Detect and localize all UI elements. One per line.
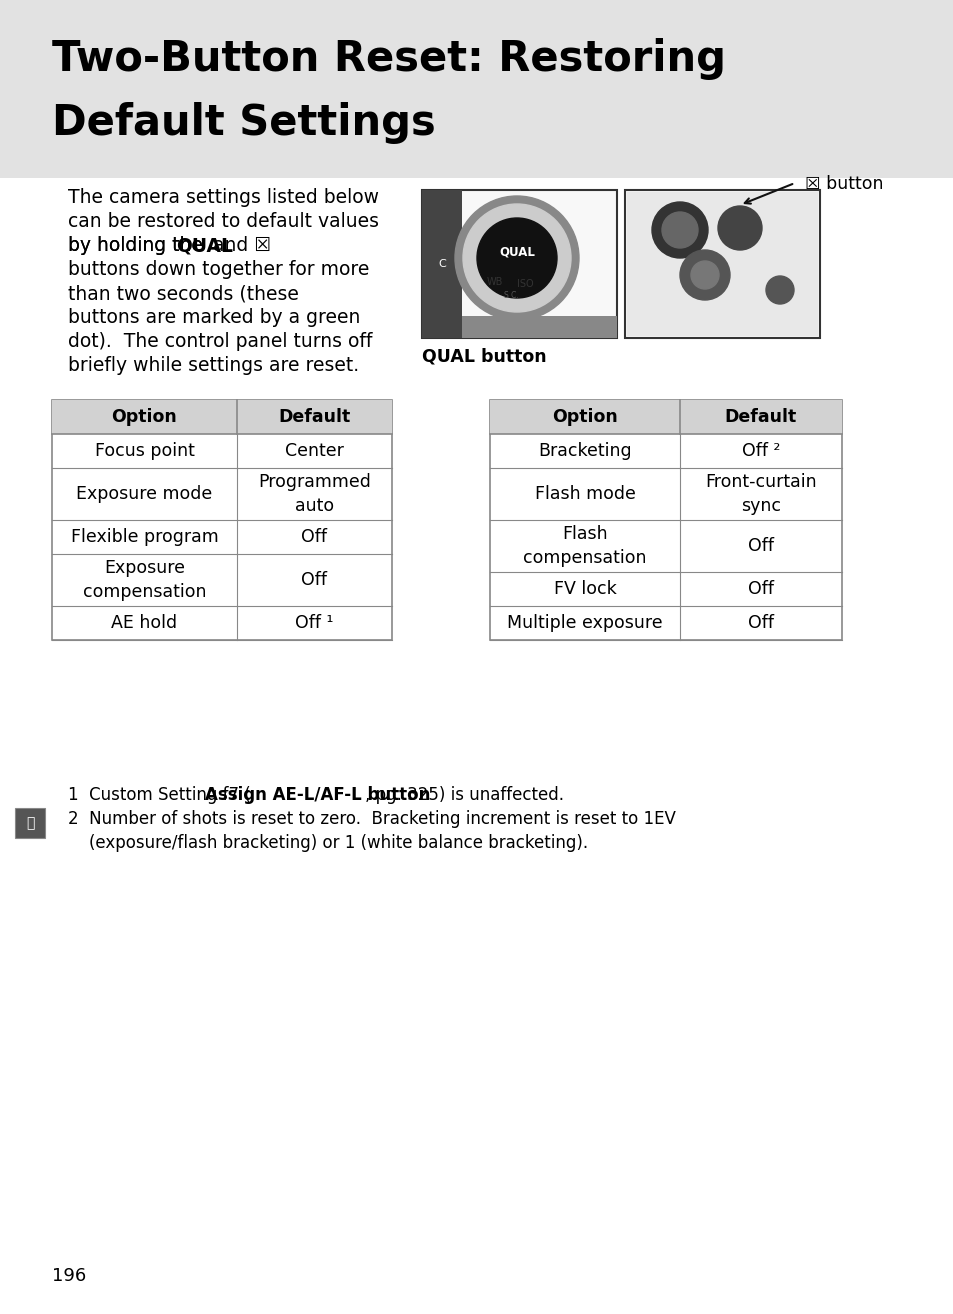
Text: Default Settings: Default Settings [52, 102, 436, 145]
Bar [490, 399, 841, 434]
Circle shape [651, 202, 707, 258]
Text: QUAL: QUAL [176, 237, 233, 255]
Text: Front-curtain
sync: Front-curtain sync [704, 473, 816, 515]
Text: Multiple exposure: Multiple exposure [507, 614, 662, 632]
Bar [461, 315, 617, 338]
Text: 📷: 📷 [26, 816, 34, 830]
Bar [421, 191, 461, 338]
Text: QUAL: QUAL [498, 246, 535, 259]
Text: Off: Off [747, 579, 773, 598]
Text: Off: Off [301, 572, 327, 589]
Text: Option: Option [112, 409, 177, 426]
Bar [0, 0, 953, 177]
Text: Focus point: Focus point [94, 442, 194, 460]
Bar [626, 192, 817, 336]
Text: ☒ button: ☒ button [804, 175, 882, 193]
Bar [624, 191, 820, 338]
Circle shape [455, 196, 578, 321]
Bar [490, 399, 841, 640]
Text: QUAL button: QUAL button [421, 348, 546, 367]
Text: Center: Center [285, 442, 344, 460]
Text: Bracketing: Bracketing [537, 442, 631, 460]
Text: Option: Option [552, 409, 618, 426]
Text: (exposure/flash bracketing) or 1 (white balance bracketing).: (exposure/flash bracketing) or 1 (white … [68, 834, 587, 851]
Text: 1  Custom Setting f7 (: 1 Custom Setting f7 ( [68, 786, 251, 804]
Text: Off: Off [747, 537, 773, 555]
Text: 2  Number of shots is reset to zero.  Bracketing increment is reset to 1EV: 2 Number of shots is reset to zero. Brac… [68, 809, 675, 828]
Circle shape [690, 261, 719, 289]
Text: and ☒: and ☒ [207, 237, 271, 255]
Bar [421, 191, 617, 338]
Text: Exposure mode: Exposure mode [76, 485, 213, 503]
Text: Flexible program: Flexible program [71, 528, 218, 547]
Text: Programmed
auto: Programmed auto [258, 473, 371, 515]
Text: can be restored to default values: can be restored to default values [68, 212, 378, 231]
Text: buttons are marked by a green: buttons are marked by a green [68, 307, 360, 327]
Text: FV lock: FV lock [553, 579, 616, 598]
Text: Off: Off [301, 528, 327, 547]
Bar [15, 808, 45, 838]
Text: Two-Button Reset: Restoring: Two-Button Reset: Restoring [52, 38, 725, 80]
Text: by holding the: by holding the [68, 237, 209, 255]
Text: briefly while settings are reset.: briefly while settings are reset. [68, 356, 358, 374]
Text: Flash mode: Flash mode [534, 485, 635, 503]
Text: dot).  The control panel turns off: dot). The control panel turns off [68, 332, 372, 351]
Text: Off ²: Off ² [741, 442, 780, 460]
Circle shape [661, 212, 698, 248]
Text: Off: Off [747, 614, 773, 632]
Text: Exposure
compensation: Exposure compensation [83, 560, 206, 600]
Circle shape [462, 204, 571, 311]
Text: AE hold: AE hold [112, 614, 177, 632]
Circle shape [718, 206, 761, 250]
Text: by holding the: by holding the [68, 237, 209, 255]
Text: Flash
compensation: Flash compensation [522, 526, 646, 566]
Text: C: C [437, 259, 445, 269]
Text: by holding the QUAL and ☒: by holding the QUAL and ☒ [68, 237, 324, 255]
Circle shape [476, 218, 557, 298]
Circle shape [679, 250, 729, 300]
Text: Default: Default [278, 409, 351, 426]
Text: Assign AE-L/AF-L button: Assign AE-L/AF-L button [205, 786, 430, 804]
Bar [52, 399, 392, 640]
Text: , pg. 325) is unaffected.: , pg. 325) is unaffected. [365, 786, 564, 804]
Text: The camera settings listed below: The camera settings listed below [68, 188, 378, 208]
Text: S C.: S C. [503, 292, 517, 301]
Text: WB: WB [486, 277, 502, 286]
Text: Off ¹: Off ¹ [294, 614, 334, 632]
Text: than two seconds (these: than two seconds (these [68, 284, 298, 304]
Text: 196: 196 [52, 1267, 86, 1285]
Bar [52, 399, 392, 434]
Text: buttons down together for more: buttons down together for more [68, 260, 369, 279]
Text: Default: Default [724, 409, 797, 426]
Text: ISO: ISO [517, 279, 533, 289]
Circle shape [765, 276, 793, 304]
